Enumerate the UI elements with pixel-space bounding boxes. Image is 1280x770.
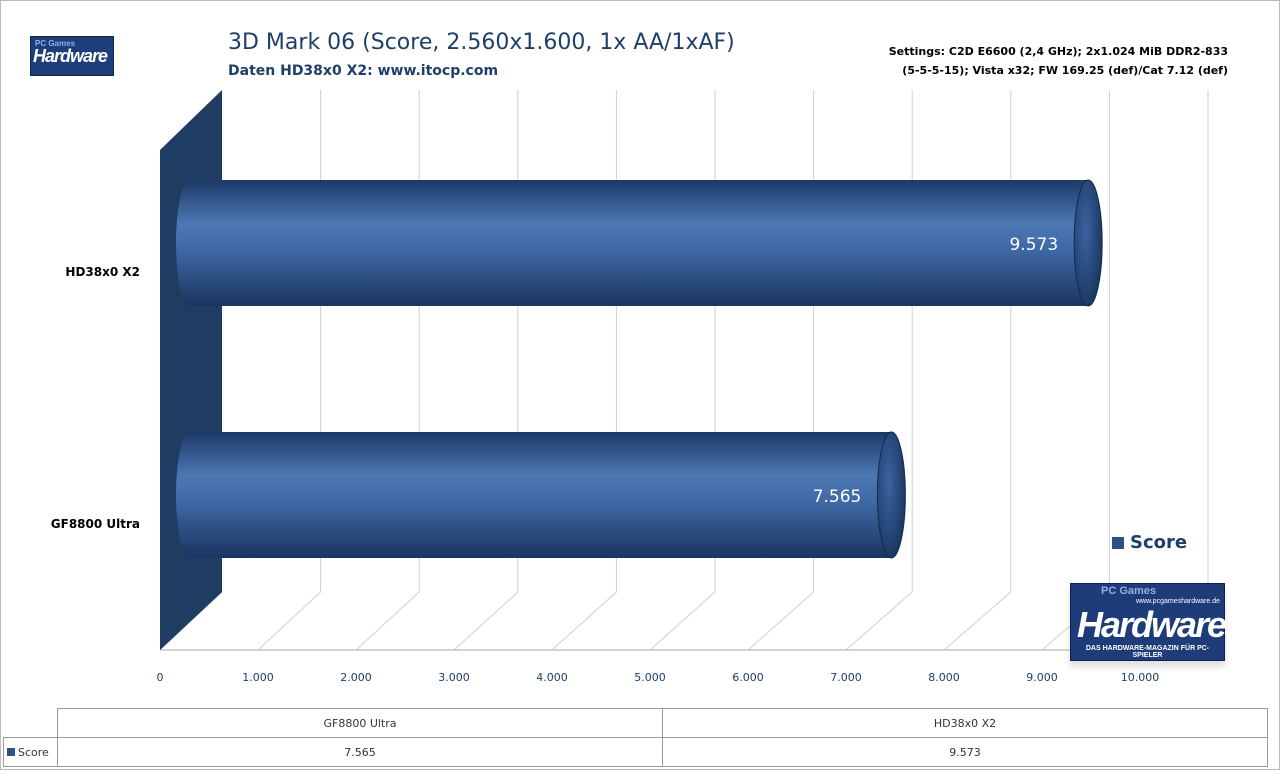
data-table-header: HD38x0 X2 bbox=[662, 708, 1268, 738]
bar-body bbox=[176, 180, 1103, 306]
data-table-series-cell: Score bbox=[3, 737, 58, 767]
y-category-label: GF8800 Ultra bbox=[50, 517, 140, 531]
logo-small-pc: PC Games bbox=[35, 39, 76, 48]
x-tick-label: 5.000 bbox=[634, 671, 666, 684]
x-tick-label: 8.000 bbox=[928, 671, 960, 684]
bar-body bbox=[176, 432, 906, 558]
legend-label: Score bbox=[1130, 532, 1188, 553]
floor-gridline bbox=[747, 591, 814, 651]
floor-gridline bbox=[649, 591, 716, 651]
logo-large-pc: PC Games bbox=[1101, 585, 1157, 597]
logo-small-hardware: Hardware bbox=[33, 46, 108, 66]
bar: 9.573 bbox=[176, 179, 1103, 307]
data-table: GF8800 Ultra HD38x0 X2 Score 7.565 9.573 bbox=[3, 708, 1268, 767]
side-wall bbox=[160, 90, 222, 650]
x-tick-label: 1.000 bbox=[242, 671, 274, 684]
x-tick-label: 3.000 bbox=[438, 671, 470, 684]
y-category-label: HD38x0 X2 bbox=[65, 265, 140, 279]
settings-note: Settings: C2D E6600 (2,4 GHz); 2x1.024 M… bbox=[808, 42, 1228, 80]
data-table-swatch bbox=[7, 747, 15, 756]
x-tick-label: 9.000 bbox=[1026, 671, 1058, 684]
floor-gridline bbox=[257, 591, 321, 651]
data-table-header: GF8800 Ultra bbox=[57, 708, 663, 738]
x-tick-label: 4.000 bbox=[536, 671, 568, 684]
legend-swatch bbox=[1112, 536, 1124, 549]
data-table-header-row: GF8800 Ultra HD38x0 X2 bbox=[3, 708, 1268, 738]
chart-subtitle: Daten HD38x0 X2: www.itocp.com bbox=[228, 63, 499, 79]
pcgh-logo-large: PC Games www.pcgameshardware.de Hardware… bbox=[1070, 583, 1227, 661]
bar-value-label: 7.565 bbox=[813, 487, 862, 507]
settings-line-1: Settings: C2D E6600 (2,4 GHz); 2x1.024 M… bbox=[888, 45, 1228, 58]
floor-gridline bbox=[845, 591, 913, 651]
data-table-value: 7.565 bbox=[57, 737, 663, 767]
floor-gridline bbox=[453, 591, 519, 651]
bar-value-label: 9.573 bbox=[1009, 235, 1058, 255]
x-tick-label: 10.000 bbox=[1121, 671, 1160, 684]
x-tick-label: 0 bbox=[157, 671, 164, 684]
data-table-value: 9.573 bbox=[662, 737, 1268, 767]
settings-line-2: (5-5-5-15); Vista x32; FW 169.25 (def)/C… bbox=[902, 64, 1228, 77]
x-tick-label: 7.000 bbox=[830, 671, 862, 684]
data-table-series-name: Score bbox=[18, 745, 49, 759]
floor-gridline bbox=[355, 591, 420, 651]
floor-gridline bbox=[943, 591, 1012, 651]
floor-gridline bbox=[551, 591, 617, 651]
pcgh-logo-small: PC Games Hardware bbox=[30, 36, 114, 76]
data-table-corner bbox=[3, 708, 58, 738]
bar-end-cap bbox=[1073, 179, 1103, 307]
logo-large-hardware: Hardware bbox=[1077, 604, 1227, 645]
bar-end-cap bbox=[876, 431, 906, 559]
bar: 7.565 bbox=[176, 431, 906, 559]
legend: Score bbox=[1112, 532, 1187, 553]
logo-large-tagline: DAS HARDWARE-MAGAZIN FÜR PC-SPIELER bbox=[1085, 645, 1210, 659]
logo-large-url: www.pcgameshardware.de bbox=[1135, 598, 1220, 605]
x-tick-label: 2.000 bbox=[340, 671, 372, 684]
chart-title: 3D Mark 06 (Score, 2.560x1.600, 1x AA/1x… bbox=[228, 30, 735, 55]
data-table-row: Score 7.565 9.573 bbox=[3, 737, 1268, 767]
x-tick-label: 6.000 bbox=[732, 671, 764, 684]
